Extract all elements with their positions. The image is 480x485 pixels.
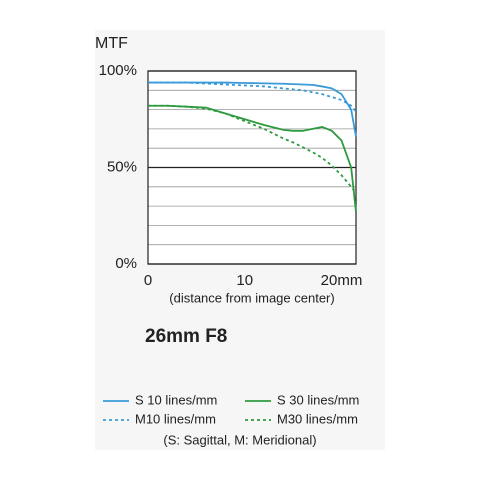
y-tick-label: 50% [107,158,137,175]
x-tick-label: 0 [144,272,152,289]
series-line [148,104,357,194]
x-axis-label: (distance from image center) [169,290,334,305]
legend-label: M10 lines/mm [135,411,216,426]
series-line [148,81,357,113]
x-tick-label: 10 [236,272,253,289]
y-axis-label: MTF [95,35,128,52]
y-tick-label: 0% [115,255,137,272]
legend-label: M30 lines/mm [277,411,358,426]
legend-label: S 30 lines/mm [277,392,359,407]
x-tick-label: 20mm [321,272,363,289]
legend-label: S 10 lines/mm [135,392,217,407]
y-tick-label: 100% [99,62,137,79]
subtitle: 26mm F8 [145,326,227,347]
note: (S: Sagittal, M: Meridional) [163,432,316,447]
plot-frame [147,70,357,265]
